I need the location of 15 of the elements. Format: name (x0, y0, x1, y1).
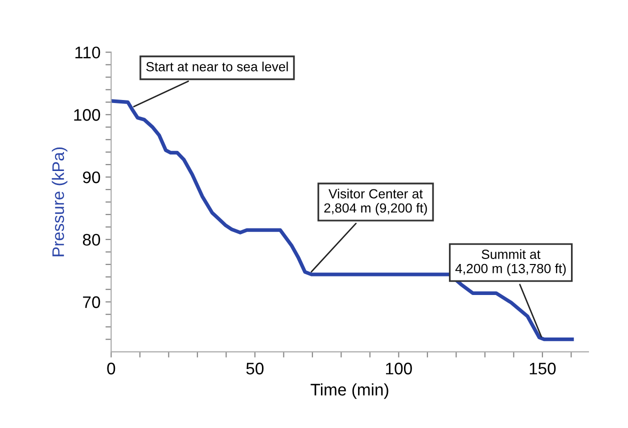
x-tick-label: 150 (530, 362, 556, 374)
y-tick-label: 110 (75, 46, 100, 58)
x-tick-label: 100 (386, 362, 412, 374)
x-tick-label: 0 (107, 362, 116, 374)
annotation: Summit at 4,200 m (13,780 ft) (455, 249, 566, 276)
annotation: Visitor Center at 2,804 m (9,200 ft) (324, 188, 427, 216)
line-series (111, 99, 574, 342)
y-tick-label: 70 (83, 296, 100, 308)
y-tick-label: 100 (74, 109, 100, 121)
x-tick-label: 50 (246, 362, 264, 374)
annotation: Start at near to sea level (146, 62, 288, 72)
y-axis-title: Pressure (kPa) (52, 147, 68, 256)
y-tick-label: 80 (82, 234, 100, 246)
x-axis-title: Time (min) (310, 383, 388, 399)
y-tick-label: 90 (82, 171, 100, 184)
